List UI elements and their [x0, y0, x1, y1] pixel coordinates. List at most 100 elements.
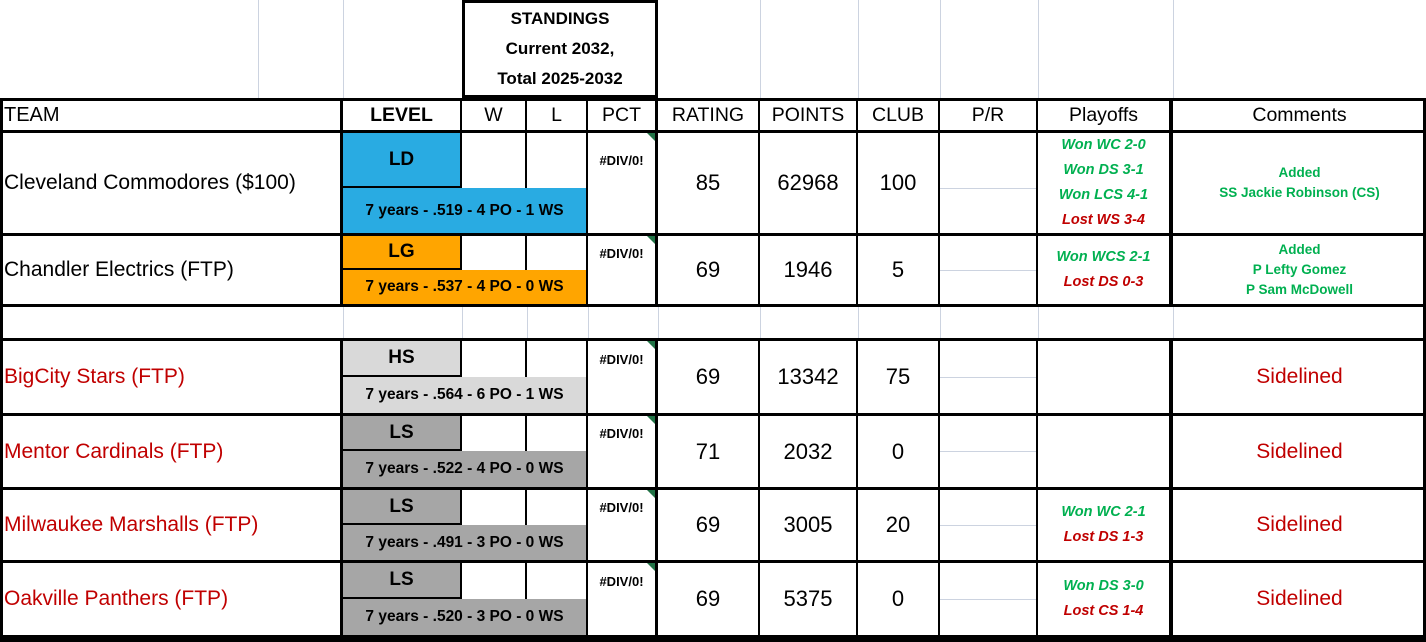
- comments-cell[interactable]: Sidelined: [1173, 341, 1426, 413]
- comments-cell[interactable]: Added P Lefty Gomez P Sam McDowell: [1173, 236, 1426, 304]
- club-cell[interactable]: 75: [858, 341, 940, 413]
- playoffs-cell[interactable]: Won WC 2-1 Lost DS 1-3: [1038, 490, 1173, 560]
- level-cell[interactable]: LS: [343, 490, 462, 525]
- status-text: Sidelined: [1256, 513, 1343, 536]
- playoffs-cell[interactable]: [1038, 341, 1173, 413]
- rating-cell[interactable]: 69: [658, 563, 760, 635]
- club-cell[interactable]: 0: [858, 563, 940, 635]
- playoffs-cell[interactable]: [1038, 416, 1173, 487]
- team-cell[interactable]: Oakville Panthers (FTP): [0, 563, 343, 635]
- history-cell[interactable]: 7 years - .537 - 4 PO - 0 WS: [343, 270, 588, 304]
- header-playoffs[interactable]: Playoffs: [1038, 101, 1173, 130]
- table-row: Mentor Cardinals (FTP) LS 7 years - .522…: [0, 416, 1426, 487]
- pct-cell[interactable]: #DIV/0!: [588, 490, 658, 560]
- header-comments[interactable]: Comments: [1252, 104, 1347, 126]
- comments-cell[interactable]: Added SS Jackie Robinson (CS): [1173, 133, 1426, 233]
- divider: [0, 635, 1426, 642]
- team-cell[interactable]: Mentor Cardinals (FTP): [0, 416, 343, 487]
- rating-cell[interactable]: 69: [658, 341, 760, 413]
- level-cell[interactable]: LG: [343, 236, 462, 270]
- wins-cell[interactable]: [462, 563, 527, 599]
- team-cell[interactable]: BigCity Stars (FTP): [0, 341, 343, 413]
- header-club[interactable]: CLUB: [858, 101, 940, 130]
- pr-cell[interactable]: [940, 416, 1038, 487]
- club-cell[interactable]: 20: [858, 490, 940, 560]
- header-points[interactable]: POINTS: [760, 101, 858, 130]
- gridline: [658, 307, 659, 338]
- pct-cell[interactable]: #DIV/0!: [588, 563, 658, 635]
- team-cell[interactable]: Chandler Electrics (FTP): [0, 236, 343, 304]
- rating-cell[interactable]: 69: [658, 236, 760, 304]
- header-pr[interactable]: P/R: [940, 101, 1038, 130]
- gridline: [940, 377, 1036, 378]
- pct-cell[interactable]: #DIV/0!: [588, 341, 658, 413]
- history-cell[interactable]: 7 years - .520 - 3 PO - 0 WS: [343, 599, 588, 635]
- level-cell[interactable]: LD: [343, 133, 462, 188]
- comments-cell[interactable]: Sidelined: [1173, 563, 1426, 635]
- status-text: Sidelined: [1256, 587, 1343, 610]
- losses-cell[interactable]: [527, 563, 588, 599]
- playoff-result: Won DS 3-0: [1063, 578, 1144, 594]
- gridline: [343, 307, 344, 338]
- team-cell[interactable]: Cleveland Commodores ($100): [0, 133, 343, 233]
- points-cell[interactable]: 13342: [760, 341, 858, 413]
- history-cell[interactable]: 7 years - .522 - 4 PO - 0 WS: [343, 451, 588, 487]
- club-cell[interactable]: 0: [858, 416, 940, 487]
- points-cell[interactable]: 2032: [760, 416, 858, 487]
- points-cell[interactable]: 62968: [760, 133, 858, 233]
- divider: [0, 98, 1426, 101]
- club-cell[interactable]: 5: [858, 236, 940, 304]
- losses-cell[interactable]: [527, 341, 588, 377]
- pr-cell[interactable]: [940, 563, 1038, 635]
- level-cell[interactable]: HS: [343, 341, 462, 377]
- level-cell[interactable]: LS: [343, 563, 462, 599]
- header-rating[interactable]: RATING: [658, 101, 760, 130]
- points-cell[interactable]: 3005: [760, 490, 858, 560]
- playoffs-cell[interactable]: Won WC 2-0 Won DS 3-1 Won LCS 4-1 Lost W…: [1038, 133, 1173, 233]
- header-team[interactable]: TEAM: [0, 101, 343, 130]
- header-pct[interactable]: PCT: [588, 101, 658, 130]
- pct-cell[interactable]: #DIV/0!: [588, 133, 658, 233]
- playoff-result: Lost WS 3-4: [1062, 212, 1145, 228]
- header-wins[interactable]: W: [462, 101, 527, 130]
- wins-cell[interactable]: [462, 133, 527, 188]
- losses-cell[interactable]: [527, 490, 588, 525]
- losses-cell[interactable]: [527, 416, 588, 451]
- club-cell[interactable]: 100: [858, 133, 940, 233]
- header-level[interactable]: LEVEL: [343, 101, 462, 130]
- standings-title-cell[interactable]: STANDINGS Current 2032, Total 2025-2032: [462, 0, 658, 98]
- history-cell[interactable]: 7 years - .519 - 4 PO - 1 WS: [343, 188, 588, 233]
- team-cell[interactable]: Milwaukee Marshalls (FTP): [0, 490, 343, 560]
- history-cell[interactable]: 7 years - .564 - 6 PO - 1 WS: [343, 377, 588, 413]
- divider: [0, 487, 1426, 490]
- header-losses[interactable]: L: [527, 101, 588, 130]
- wins-cell[interactable]: [462, 236, 527, 270]
- playoffs-cell[interactable]: Won WCS 2-1 Lost DS 0-3: [1038, 236, 1173, 304]
- rating-cell[interactable]: 85: [658, 133, 760, 233]
- rating-cell[interactable]: 69: [658, 490, 760, 560]
- comments-cell[interactable]: Sidelined: [1173, 416, 1426, 487]
- pr-cell[interactable]: [940, 236, 1038, 304]
- pr-cell[interactable]: [940, 133, 1038, 233]
- comments-cell[interactable]: Sidelined: [1173, 490, 1426, 560]
- wins-cell[interactable]: [462, 341, 527, 377]
- pr-cell[interactable]: [940, 341, 1038, 413]
- table-row: Oakville Panthers (FTP) LS 7 years - .52…: [0, 563, 1426, 635]
- gridline: [1038, 0, 1039, 98]
- wins-cell[interactable]: [462, 490, 527, 525]
- wins-cell[interactable]: [462, 416, 527, 451]
- losses-cell[interactable]: [527, 236, 588, 270]
- points-cell[interactable]: 1946: [760, 236, 858, 304]
- points-cell[interactable]: 5375: [760, 563, 858, 635]
- history-cell[interactable]: 7 years - .491 - 3 PO - 0 WS: [343, 525, 588, 560]
- gridline: [760, 307, 761, 338]
- pr-cell[interactable]: [940, 490, 1038, 560]
- losses-cell[interactable]: [527, 133, 588, 188]
- gridline: [258, 0, 259, 98]
- playoffs-cell[interactable]: Won DS 3-0 Lost CS 1-4: [1038, 563, 1173, 635]
- pct-cell[interactable]: #DIV/0!: [588, 236, 658, 304]
- level-cell[interactable]: LS: [343, 416, 462, 451]
- pct-cell[interactable]: #DIV/0!: [588, 416, 658, 487]
- rating-cell[interactable]: 71: [658, 416, 760, 487]
